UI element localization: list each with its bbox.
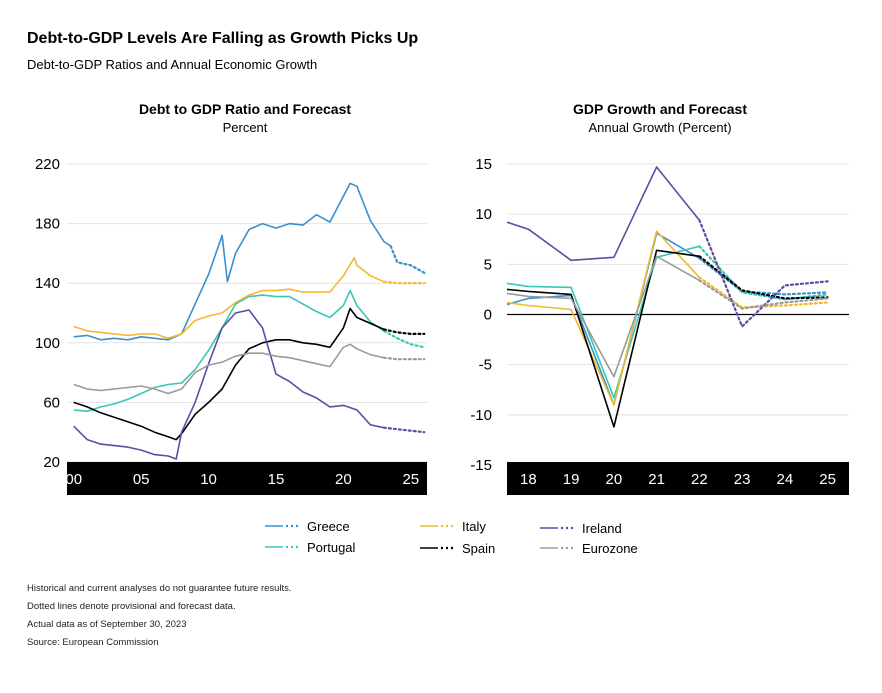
growth-x-tick-label: 20 (606, 471, 623, 488)
debt-series-greece (73, 182, 392, 341)
legend-item-eurozone: Eurozone (540, 540, 638, 556)
growth-x-tick-label: 19 (563, 471, 580, 488)
debt-forecast-spain (382, 328, 426, 335)
debt-x-tick-label: 10 (200, 471, 217, 488)
growth-series-spain (506, 249, 700, 428)
debt-series-ireland (73, 309, 385, 460)
legend-label-portugal: Portugal (307, 539, 356, 555)
debt-y-tick-label: 220 (35, 156, 60, 173)
legend-swatch-italy (420, 524, 454, 528)
growth-series-eurozone (506, 255, 700, 378)
legend-item-greece: Greece (265, 518, 350, 534)
growth-y-tick-label: -15 (470, 457, 492, 474)
growth-y-tick-label: 5 (484, 256, 492, 273)
growth-x-tick-label: 23 (734, 471, 751, 488)
growth-forecast-greece (698, 257, 829, 296)
debt-y-tick-label: 180 (35, 216, 60, 233)
debt-forecast-ireland (382, 426, 426, 434)
legend-item-italy: Italy (420, 518, 486, 534)
debt-forecast-eurozone (382, 356, 426, 361)
debt-x-tick-label: 25 (402, 471, 419, 488)
growth-y-tick-label: -10 (470, 407, 492, 424)
debt-forecast-greece (389, 244, 426, 274)
growth-series-ireland (506, 166, 701, 262)
debt-series-spain (73, 307, 385, 441)
debt-y-tick-label: 20 (43, 454, 60, 471)
legend-swatch-ireland (540, 526, 574, 530)
legend-swatch-eurozone (540, 546, 574, 550)
growth-series-italy (506, 230, 700, 406)
debt-series-italy (73, 257, 385, 340)
debt-series-eurozone (73, 343, 385, 395)
right-chart-title: GDP Growth and Forecast (573, 101, 747, 117)
legend-item-ireland: Ireland (540, 520, 622, 536)
debt-x-tick-label: 20 (335, 471, 352, 488)
growth-y-tick-label: 10 (475, 206, 492, 223)
legend-item-portugal: Portugal (265, 539, 355, 555)
debt-x-tick-label: 15 (268, 471, 285, 488)
footnote-disclaimer: Historical and current analyses do not g… (27, 583, 292, 594)
legend-swatch-portugal (265, 545, 299, 549)
debt-x-axis-band (67, 462, 427, 495)
growth-series-greece (506, 232, 700, 406)
debt-series-portugal (73, 289, 385, 413)
legend-label-ireland: Ireland (582, 520, 622, 536)
growth-x-tick-label: 18 (520, 471, 537, 488)
growth-x-axis-band (507, 462, 849, 495)
growth-y-tick-label: 0 (484, 307, 492, 324)
legend-swatch-greece (265, 524, 299, 528)
growth-series-portugal (506, 245, 700, 399)
debt-y-tick-label: 140 (35, 275, 60, 292)
growth-x-tick-label: 24 (777, 471, 794, 488)
left-chart-subtitle: Percent (222, 120, 268, 135)
left-chart-title: Debt to GDP Ratio and Forecast (138, 101, 352, 117)
growth-x-tick-label: 21 (648, 471, 665, 488)
footnote-data-date: Actual data as of September 30, 2023 (27, 619, 187, 630)
legend-label-spain: Spain (462, 540, 496, 556)
debt-forecast-portugal (382, 329, 426, 349)
debt-y-tick-label: 100 (35, 335, 60, 352)
growth-y-tick-label: -5 (479, 357, 492, 374)
growth-forecast-italy (698, 276, 829, 309)
right-chart-subtitle: Annual Growth (Percent) (588, 120, 732, 135)
debt-forecast-italy (382, 280, 426, 285)
legend-label-italy: Italy (462, 518, 486, 534)
page-subtitle: Debt-to-GDP Ratios and Annual Economic G… (27, 57, 318, 72)
debt-x-tick-label: 00 (65, 471, 82, 488)
legend-swatch-spain (420, 546, 454, 550)
growth-y-tick-label: 15 (475, 156, 492, 173)
growth-x-tick-label: 22 (691, 471, 708, 488)
legend-label-eurozone: Eurozone (582, 540, 638, 556)
legend-item-spain: Spain (420, 540, 495, 556)
debt-x-tick-label: 05 (133, 471, 150, 488)
footnote-source: Source: European Commission (27, 637, 159, 648)
footnote-dotted-lines: Dotted lines denote provisional and fore… (27, 601, 236, 612)
growth-x-tick-label: 25 (819, 471, 836, 488)
growth-forecast-eurozone (698, 279, 829, 310)
page-title: Debt-to-GDP Levels Are Falling as Growth… (27, 30, 419, 47)
legend-label-greece: Greece (307, 518, 350, 534)
debt-y-tick-label: 60 (43, 394, 60, 411)
